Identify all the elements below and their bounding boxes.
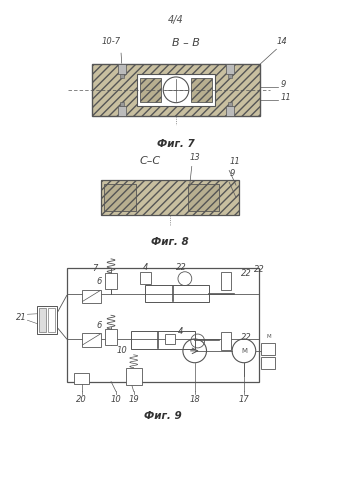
Bar <box>226 64 234 74</box>
Text: 11: 11 <box>280 93 291 102</box>
Text: 4/4: 4/4 <box>168 14 184 24</box>
Bar <box>120 102 124 106</box>
Text: С–С: С–С <box>140 156 161 167</box>
Bar <box>145 284 209 302</box>
Bar <box>101 180 239 215</box>
Text: 4: 4 <box>143 263 148 272</box>
Text: 21: 21 <box>16 313 26 322</box>
Bar <box>67 268 259 382</box>
Bar <box>226 106 234 115</box>
Bar <box>82 289 101 303</box>
Bar <box>39 308 46 332</box>
Text: Фиг. 8: Фиг. 8 <box>151 237 189 247</box>
Bar <box>92 64 260 115</box>
Text: 14: 14 <box>276 37 287 46</box>
Text: 9: 9 <box>229 169 234 178</box>
Bar <box>165 334 175 344</box>
Circle shape <box>163 77 189 103</box>
Bar <box>82 333 101 347</box>
Bar <box>137 74 215 106</box>
Text: 19: 19 <box>128 395 139 404</box>
Bar <box>221 272 231 289</box>
Bar <box>221 332 231 350</box>
Text: 22: 22 <box>241 332 252 341</box>
Text: 18: 18 <box>189 395 200 404</box>
Text: 10: 10 <box>110 395 121 404</box>
Bar <box>261 343 275 355</box>
Bar <box>37 306 57 334</box>
Text: 20: 20 <box>76 395 87 404</box>
Text: Фиг. 7: Фиг. 7 <box>157 139 195 149</box>
Text: 17: 17 <box>239 395 249 404</box>
Bar <box>105 329 117 345</box>
Bar <box>118 64 126 74</box>
Text: 22: 22 <box>241 269 252 278</box>
Bar <box>48 308 55 332</box>
Bar <box>120 74 124 78</box>
Bar <box>139 272 151 283</box>
Text: 7: 7 <box>95 332 100 341</box>
Bar <box>74 373 89 385</box>
Text: 10: 10 <box>117 346 128 355</box>
Text: 7: 7 <box>92 264 98 273</box>
Text: M: M <box>266 334 271 339</box>
Text: 22: 22 <box>254 265 264 274</box>
Bar <box>118 106 126 115</box>
Bar <box>126 368 142 385</box>
Text: 6: 6 <box>96 321 102 330</box>
Bar <box>131 331 195 349</box>
Text: Фиг. 9: Фиг. 9 <box>144 411 181 421</box>
Bar <box>188 184 219 211</box>
Bar <box>261 357 275 369</box>
Bar <box>228 102 232 106</box>
Text: 4: 4 <box>178 326 183 336</box>
Text: 11: 11 <box>229 158 240 167</box>
Bar <box>104 184 136 211</box>
Text: В – В: В – В <box>172 38 200 48</box>
Text: 9: 9 <box>280 80 286 89</box>
Bar <box>228 74 232 78</box>
Bar <box>105 273 117 288</box>
Text: M: M <box>241 348 247 354</box>
Text: 10-7: 10-7 <box>101 37 121 46</box>
Text: 22: 22 <box>175 263 186 272</box>
Text: 6: 6 <box>96 277 102 286</box>
Bar <box>139 78 161 102</box>
Bar <box>191 78 213 102</box>
Text: 13: 13 <box>190 154 201 163</box>
